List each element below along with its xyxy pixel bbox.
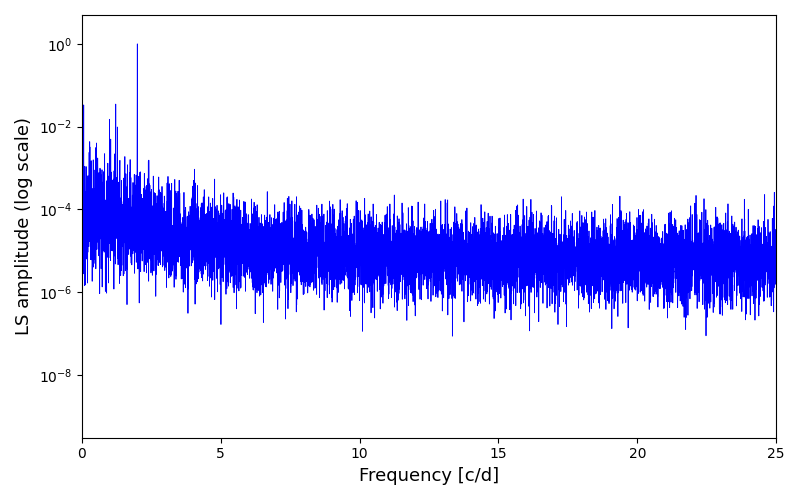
X-axis label: Frequency [c/d]: Frequency [c/d]	[359, 467, 499, 485]
Y-axis label: LS amplitude (log scale): LS amplitude (log scale)	[15, 118, 33, 336]
